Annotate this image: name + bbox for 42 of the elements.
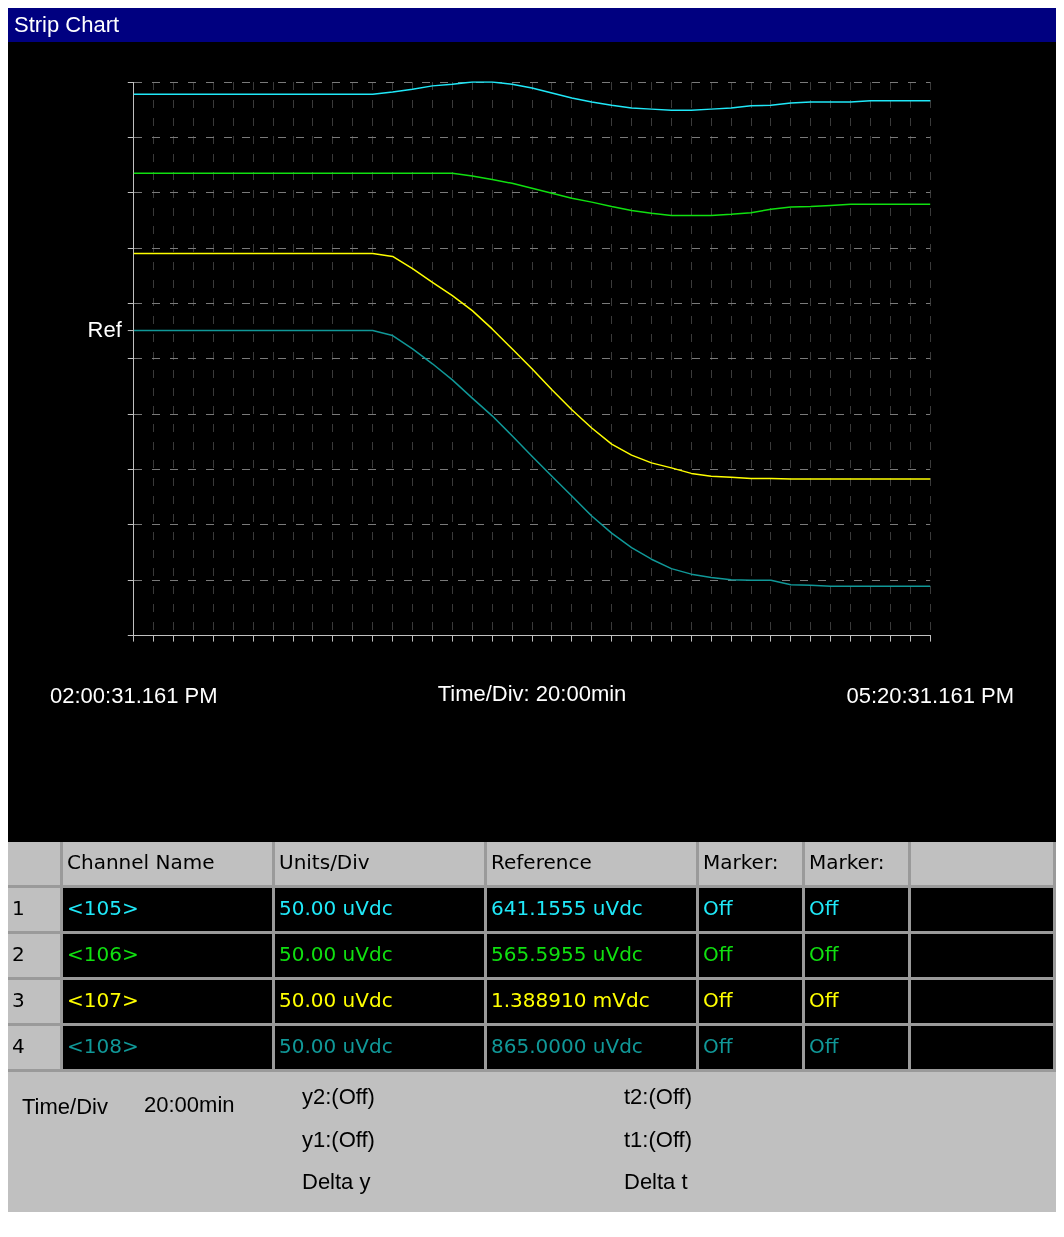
text: 50.00 uVdc — [275, 980, 487, 1026]
text: Time/Div — [22, 1094, 108, 1120]
text: 1.388910 mVdc — [487, 980, 699, 1026]
text: 641.1555 uVdc — [487, 888, 699, 934]
text: Off — [699, 934, 805, 980]
text: <105> — [63, 888, 275, 934]
chart-title: Strip Chart — [8, 8, 1056, 42]
text: 1 — [8, 888, 63, 934]
text: 565.5955 uVdc — [487, 934, 699, 980]
x-tick-label: 05:20:31.161 PM — [846, 682, 1015, 708]
x-tick-label: 02:00:31.161 PM — [49, 682, 218, 708]
text: t1:(Off) — [624, 1127, 693, 1153]
text: Reference — [487, 842, 699, 888]
text: <108> — [63, 1026, 275, 1072]
text: 50.00 uVdc — [275, 934, 487, 980]
text: <106> — [63, 934, 275, 980]
text: 2 — [8, 934, 63, 980]
text: Delta y — [302, 1169, 371, 1195]
text: 3 — [8, 980, 63, 1026]
text: <107> — [63, 980, 275, 1026]
text: Off — [805, 1026, 911, 1072]
text: Off — [805, 980, 911, 1026]
text: y1:(Off) — [302, 1127, 375, 1153]
text: 50.00 uVdc — [275, 888, 487, 934]
text: Off — [805, 934, 911, 980]
text: Units/Div — [275, 842, 487, 888]
text: Delta t — [624, 1169, 688, 1195]
text: t2:(Off) — [624, 1084, 693, 1110]
text: Marker: — [805, 842, 911, 888]
text: Off — [699, 980, 805, 1026]
x-axis-title: Time/Div: 20:00min — [437, 680, 627, 706]
text: 4 — [8, 1026, 63, 1072]
text: Off — [805, 888, 911, 934]
text: Off — [699, 1026, 805, 1072]
text: Marker: — [699, 842, 805, 888]
text: 20:00min — [144, 1092, 235, 1118]
text: Off — [699, 888, 805, 934]
text: y2:(Off) — [302, 1084, 375, 1110]
text: 865.0000 uVdc — [487, 1026, 699, 1072]
text: 50.00 uVdc — [275, 1026, 487, 1072]
text: Channel Name — [63, 842, 275, 888]
ref-line-label: Ref — [87, 316, 123, 342]
